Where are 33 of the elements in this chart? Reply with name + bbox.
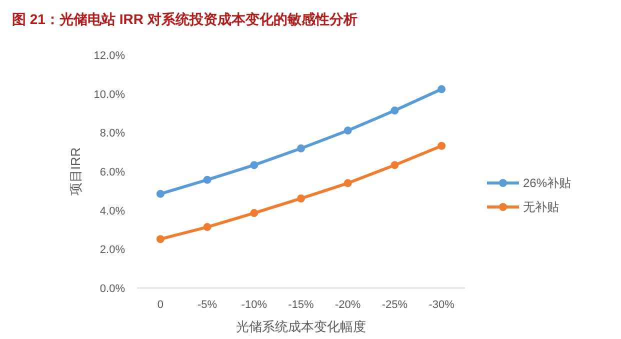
y-tick-label: 6.0% xyxy=(100,166,126,178)
x-tick-label: -10% xyxy=(241,299,268,311)
x-tick-label: -20% xyxy=(335,299,361,311)
point xyxy=(297,194,305,202)
point xyxy=(250,161,258,170)
y-axis-title: 项目IRR xyxy=(68,147,83,196)
x-axis-title: 光储系统成本变化幅度 xyxy=(236,319,366,334)
point xyxy=(344,179,352,188)
point xyxy=(203,176,212,184)
y-tick-label: 0.0% xyxy=(100,283,126,295)
x-tick-label: -5% xyxy=(198,299,218,311)
chart-title: 图 21：光储电站 IRR 对系统投资成本变化的敏感性分析 xyxy=(12,11,358,27)
point xyxy=(344,126,352,135)
x-tick-label: -30% xyxy=(428,299,455,311)
point xyxy=(203,223,212,232)
y-tick-label: 2.0% xyxy=(100,244,126,256)
point xyxy=(297,144,305,152)
point xyxy=(156,235,164,244)
point xyxy=(250,209,258,218)
point xyxy=(438,142,446,150)
x-tick-label: 0 xyxy=(157,299,164,311)
legend-label: 无补贴 xyxy=(523,200,559,214)
y-tick-label: 12.0% xyxy=(94,50,126,62)
x-tick-label: -15% xyxy=(288,299,314,311)
legend-label: 26%补贴 xyxy=(523,176,572,190)
y-tick-label: 8.0% xyxy=(100,128,126,140)
point xyxy=(156,190,164,198)
y-tick-label: 4.0% xyxy=(100,205,126,218)
point xyxy=(390,161,399,170)
x-tick-label: -25% xyxy=(382,299,408,311)
point xyxy=(390,106,399,115)
point xyxy=(438,85,446,94)
y-tick-label: 10.0% xyxy=(94,88,126,101)
